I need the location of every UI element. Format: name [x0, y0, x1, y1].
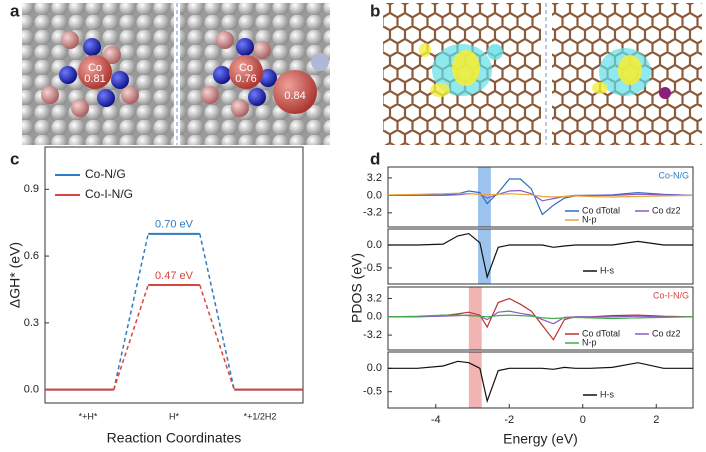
y-tick-label: 0.0	[367, 189, 382, 201]
y-axis-label: PDOS (eV)	[349, 253, 365, 323]
atom-label: Co	[239, 62, 253, 74]
y-tick-label: 0.0	[367, 362, 382, 374]
x-tick-label: *+H*	[79, 411, 98, 421]
plot-frame	[387, 286, 694, 351]
series-line	[387, 192, 694, 198]
charge-label: 0.84	[284, 90, 305, 102]
x-tick-label: -2	[504, 414, 514, 426]
subplot-title: Co-N/G	[658, 170, 689, 180]
atom-label: Co	[88, 62, 102, 74]
y-tick-label: 0.9	[24, 183, 39, 195]
x-tick-label: 0	[580, 414, 586, 426]
panel-label: c	[10, 149, 19, 168]
panel-b-image	[383, 3, 702, 145]
value-label: 0.47 eV	[155, 270, 194, 282]
x-axis-label: Reaction Coordinates	[107, 430, 242, 446]
y-tick-label: 0.6	[24, 250, 39, 262]
legend-label: Co dTotal	[582, 205, 620, 215]
x-axis-label: Energy (eV)	[503, 431, 578, 447]
charge-label: 0.76	[235, 73, 256, 85]
x-tick-label: 2	[653, 414, 659, 426]
series-line	[387, 314, 694, 320]
legend-label: N-p	[582, 214, 597, 224]
legend-label: Co dz2	[652, 205, 681, 215]
y-tick-label: 0.0	[24, 384, 39, 396]
x-tick-label: *+1/2H2	[244, 411, 277, 421]
subplot-title: Co-I-N/G	[653, 290, 689, 300]
y-tick-label: -3.2	[363, 329, 382, 341]
series-line	[388, 297, 694, 341]
panel-a-image: Co 0.81 Co 0.76 0.84	[22, 3, 330, 145]
highlight-band	[468, 287, 482, 350]
connector	[113, 233, 149, 390]
panel-label: d	[370, 149, 380, 168]
plot-frame	[387, 351, 694, 409]
y-tick-label: 0.0	[367, 239, 382, 251]
charge-label: 0.81	[84, 73, 105, 85]
y-tick-label: 0.3	[24, 317, 39, 329]
connector	[199, 233, 235, 390]
panel-label: a	[10, 1, 20, 20]
series-line	[388, 189, 694, 202]
y-axis-label: ΔGH* (eV)	[7, 242, 23, 308]
legend-label: Co-N/G	[85, 167, 126, 181]
y-tick-label: 0.0	[367, 311, 382, 323]
connector	[113, 284, 149, 390]
legend-label: N-p	[582, 337, 597, 347]
y-tick-label: -0.5	[363, 386, 382, 398]
legend-label: Co dTotal	[582, 328, 620, 338]
series-line	[388, 360, 693, 404]
plot-frame	[44, 146, 304, 404]
y-tick-label: 3.2	[367, 172, 382, 184]
panel-label: b	[370, 1, 380, 20]
y-tick-label: -3.2	[363, 207, 382, 219]
x-tick-label: H*	[169, 411, 179, 421]
y-tick-label: -0.5	[363, 262, 382, 274]
legend-label: Co-I-N/G	[85, 187, 133, 201]
legend-label: Co dz2	[652, 328, 681, 338]
legend-label: H-s	[600, 265, 614, 275]
x-tick-label: -4	[431, 414, 441, 426]
series-line	[388, 232, 693, 280]
highlight-band	[478, 229, 491, 284]
legend-label: H-s	[600, 389, 614, 399]
value-label: 0.70 eV	[155, 219, 194, 231]
y-tick-label: 3.2	[367, 292, 382, 304]
connector	[199, 284, 235, 390]
highlight-band	[468, 352, 482, 408]
plot-frame	[387, 166, 694, 228]
plot-frame	[387, 228, 694, 285]
